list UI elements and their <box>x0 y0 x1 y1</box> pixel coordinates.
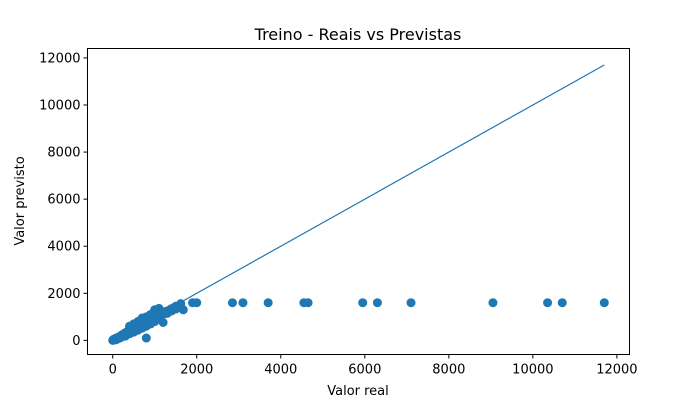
data-point-122 <box>263 298 273 308</box>
x-tick-label-2: 4000 <box>264 363 297 378</box>
x-tick-label-6: 12000 <box>596 363 637 378</box>
y-tick-label-2: 4000 <box>47 240 80 255</box>
data-point-120 <box>227 298 237 308</box>
x-tick-label-4: 8000 <box>432 363 465 378</box>
y-tick-label-3: 6000 <box>47 193 80 208</box>
x-tick-label-3: 6000 <box>348 363 381 378</box>
chart-title: Treino - Reais vs Previstas <box>254 25 462 44</box>
plot-area <box>108 64 609 345</box>
y-tick-label-6: 12000 <box>39 51 80 66</box>
data-point-104 <box>141 333 151 343</box>
data-point-127 <box>406 298 416 308</box>
data-point-121 <box>238 298 248 308</box>
data-point-110 <box>175 300 185 310</box>
x-axis-label: Valor real <box>327 384 389 399</box>
data-point-117 <box>125 321 135 331</box>
data-point-129 <box>543 298 553 308</box>
data-point-119 <box>192 298 202 308</box>
reference-line <box>112 64 605 341</box>
data-point-126 <box>372 298 382 308</box>
y-tick-label-1: 2000 <box>47 287 80 302</box>
data-point-128 <box>488 298 498 308</box>
x-tick-label-1: 2000 <box>180 363 213 378</box>
data-point-131 <box>599 298 609 308</box>
plot-frame <box>87 48 630 355</box>
y-axis: 0 2000 4000 6000 8000 10000 12000 <box>39 51 88 349</box>
y-axis-label: Valor previsto <box>13 156 28 245</box>
data-point-125 <box>358 298 368 308</box>
data-point-103 <box>158 317 168 327</box>
y-tick-label-5: 10000 <box>39 98 80 113</box>
data-point-124 <box>303 298 313 308</box>
data-point-130 <box>557 298 567 308</box>
x-tick-label-5: 10000 <box>512 363 553 378</box>
x-tick-label-0: 0 <box>109 363 117 378</box>
x-axis: 0 2000 4000 6000 8000 10000 12000 <box>109 354 638 378</box>
y-tick-label-4: 8000 <box>47 146 80 161</box>
y-tick-label-0: 0 <box>72 334 80 349</box>
